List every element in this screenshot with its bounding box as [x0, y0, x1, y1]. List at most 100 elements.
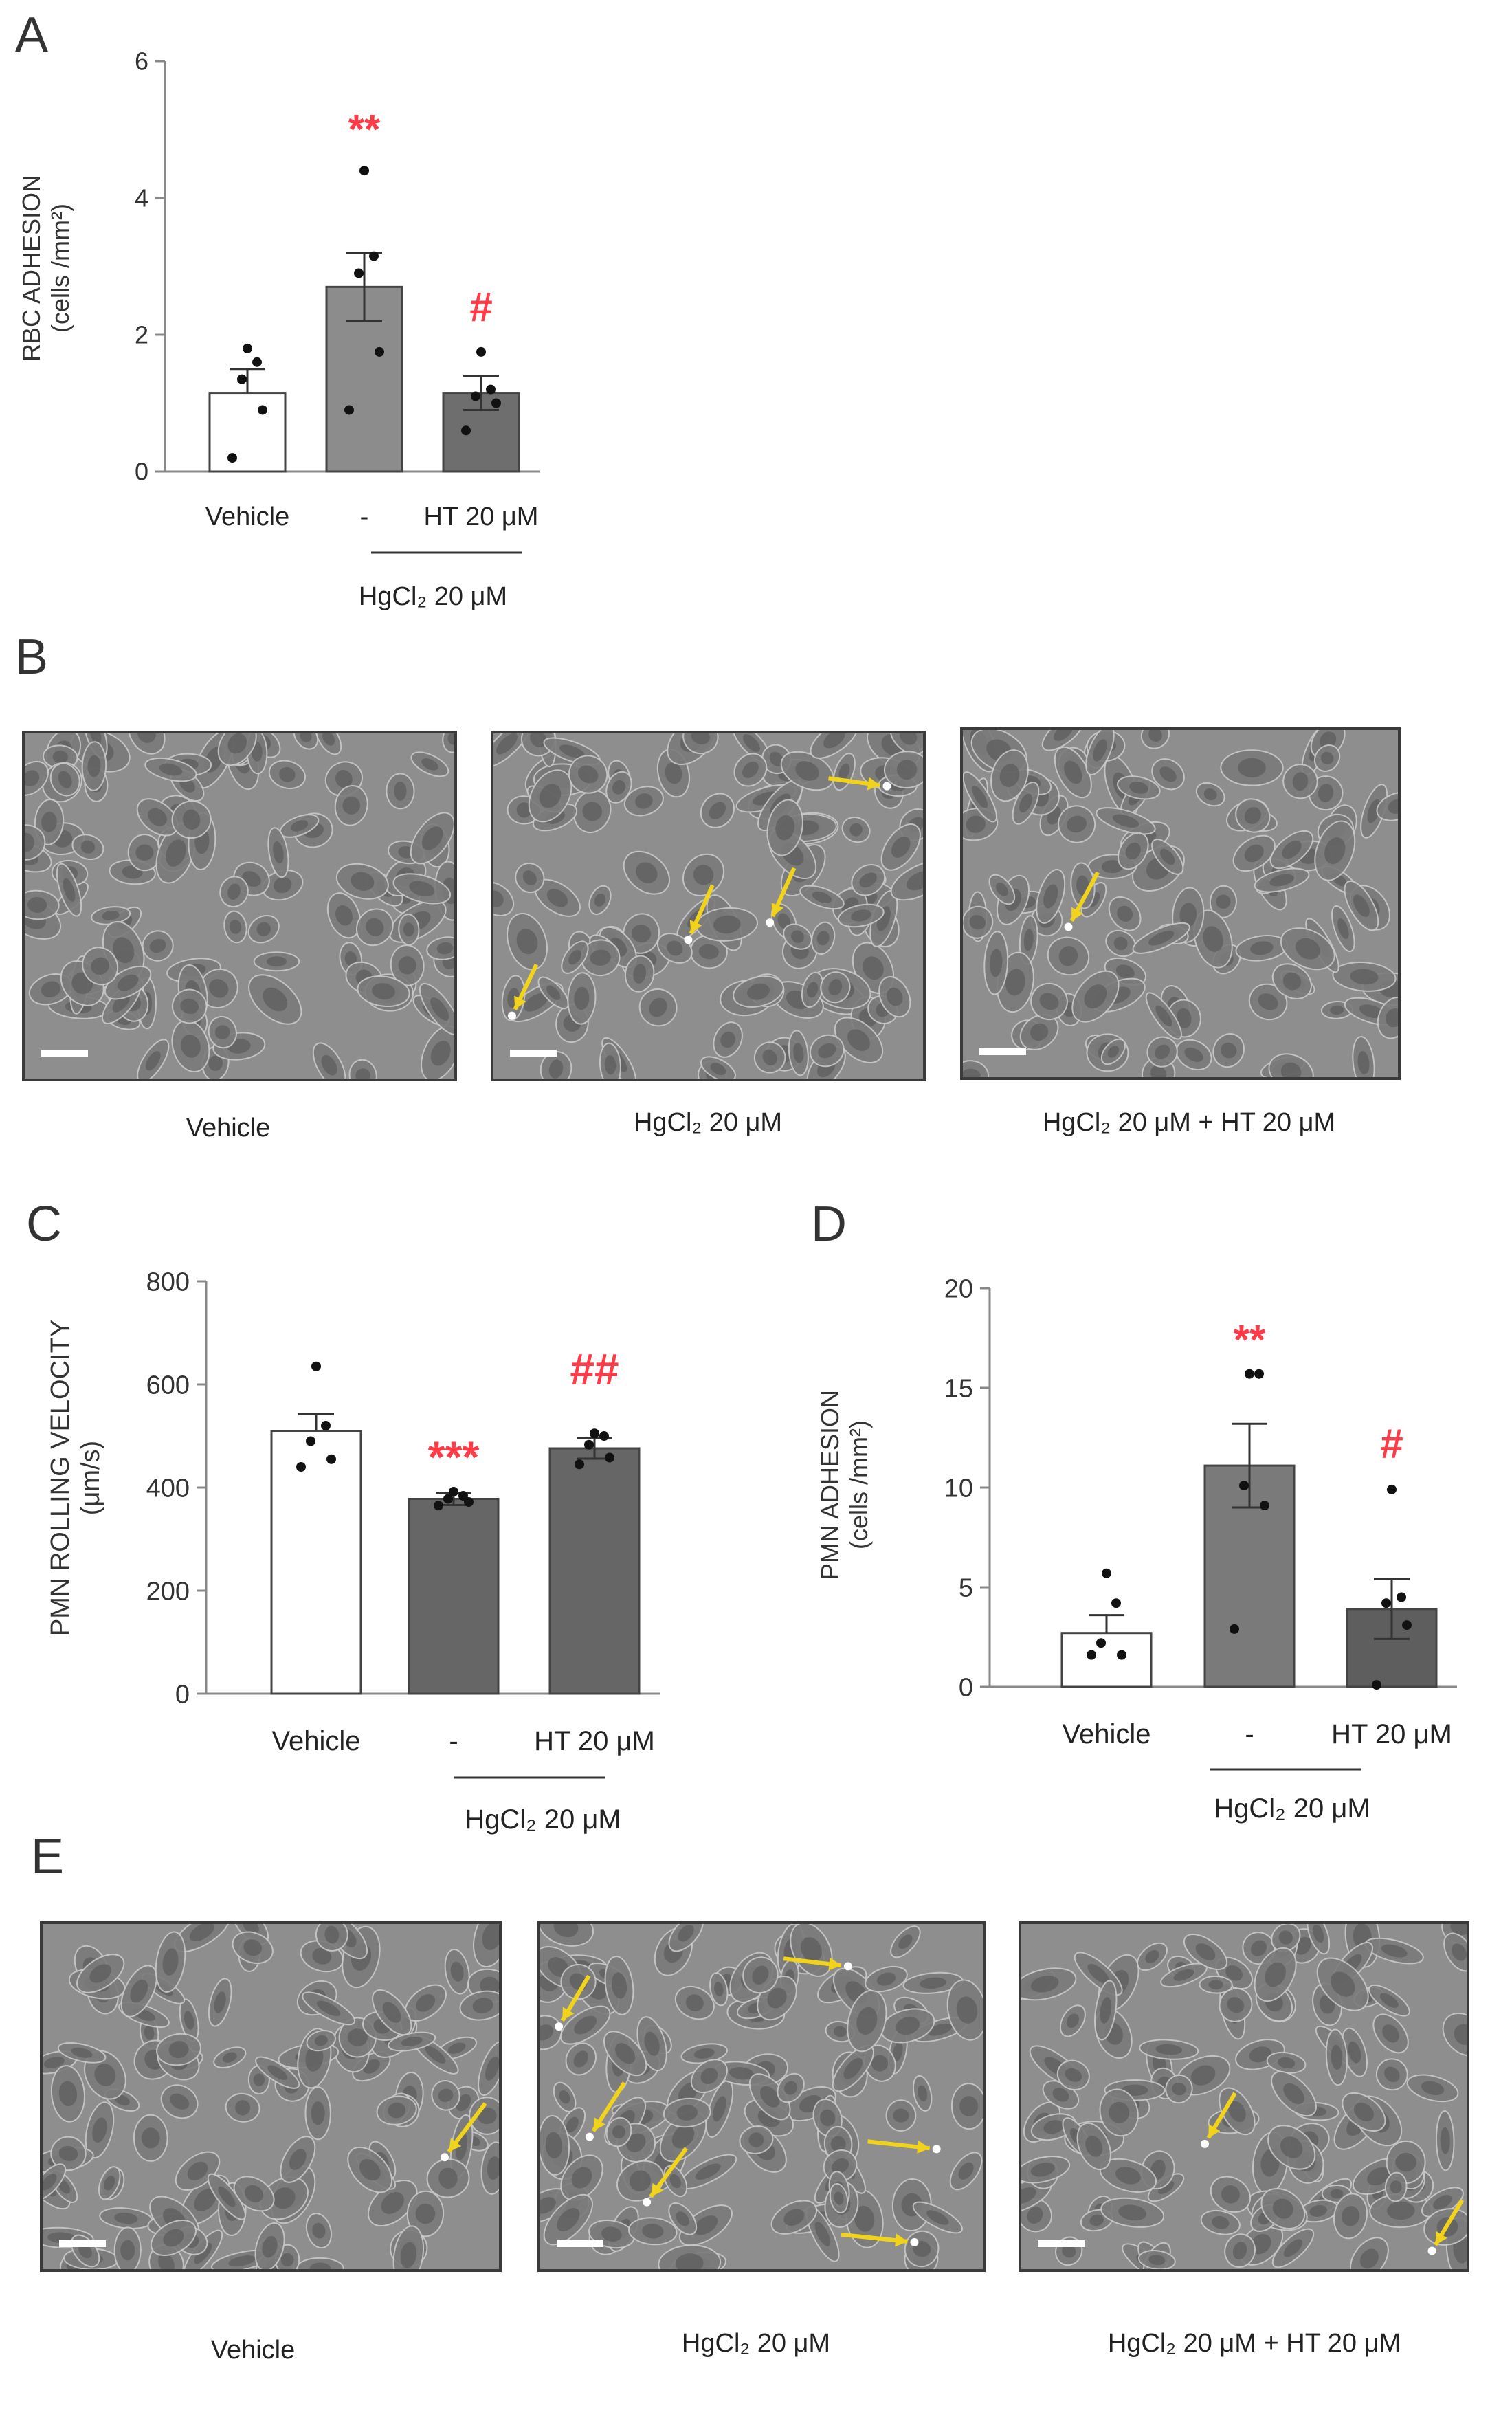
cell-nucleus — [1278, 1930, 1293, 1945]
cell-nucleus — [828, 979, 843, 996]
cell-nucleus — [1150, 1065, 1167, 1077]
bar-c-2 — [548, 1447, 641, 1695]
cell-nucleus — [130, 1979, 148, 2003]
data-point — [491, 398, 501, 408]
cell-nucleus — [41, 981, 60, 998]
cell-nucleus — [89, 1964, 111, 1983]
cell-nucleus — [182, 809, 201, 830]
data-point — [461, 425, 471, 436]
cell-nucleus — [516, 802, 532, 818]
cell-nucleus — [312, 2222, 326, 2239]
cell-nucleus — [321, 1054, 337, 1076]
cell-nucleus — [135, 844, 154, 861]
cell-nucleus — [1249, 2046, 1271, 2063]
cell-nucleus — [691, 733, 711, 744]
cell-nucleus — [834, 2191, 844, 2205]
cell-nucleus — [783, 2081, 798, 2095]
data-point — [1254, 1369, 1264, 1379]
cell-nucleus — [145, 1051, 161, 1071]
cell-nucleus — [312, 1947, 332, 1965]
cell-nucleus — [1159, 766, 1177, 782]
adherent-cell — [843, 1962, 852, 1971]
significance-marker: ** — [348, 106, 381, 152]
data-point — [354, 268, 364, 278]
micrograph-e-hgcl2-ht — [1019, 1921, 1469, 2272]
cell-nucleus — [833, 2026, 847, 2037]
y-tick-label: 5 — [959, 1573, 973, 1602]
scale-bar — [557, 2240, 603, 2247]
cell-nucleus — [760, 2086, 780, 2108]
cell-nucleus — [1157, 2180, 1175, 2194]
cell-nucleus — [1225, 1965, 1243, 1981]
y-axis-label: PMN ROLLING VELOCITY (μm/s) — [46, 1320, 105, 1636]
cell-nucleus — [381, 2192, 404, 2214]
cell-nucleus — [1382, 2024, 1399, 2043]
cell-nucleus — [335, 905, 353, 926]
adherent-cell — [882, 782, 891, 791]
cell-nucleus — [812, 891, 832, 903]
cell-nucleus — [1249, 941, 1274, 955]
cell-nucleus — [838, 763, 850, 780]
data-point — [1397, 1592, 1406, 1602]
x-tick-label: - — [1245, 1719, 1254, 1749]
cell-nucleus — [896, 2016, 920, 2035]
data-point — [584, 1439, 594, 1450]
cell-nucleus — [693, 865, 714, 885]
cell-nucleus — [351, 872, 375, 891]
cell-nucleus — [1387, 2201, 1415, 2220]
cell-nucleus — [180, 998, 199, 1015]
cell-nucleus — [1450, 1924, 1467, 1936]
cell-nucleus — [1109, 2101, 1130, 2123]
cell-nucleus — [214, 1025, 230, 1039]
cell-nucleus — [403, 922, 414, 937]
cell-nucleus — [611, 1972, 627, 1999]
cell-nucleus — [806, 982, 819, 998]
cell-nucleus — [273, 841, 284, 864]
cell-nucleus — [1282, 841, 1302, 859]
cell-nucleus — [720, 1031, 735, 1048]
cell-nucleus — [630, 2170, 652, 2191]
cell-nucleus — [1295, 938, 1320, 960]
data-point — [599, 1431, 609, 1441]
cell-nucleus — [887, 987, 903, 1006]
cell-nucleus — [1058, 946, 1078, 966]
cell-nucleus — [117, 974, 139, 991]
micrograph-b-hgcl2-ht — [960, 727, 1401, 1080]
cell-nucleus — [242, 1924, 259, 1935]
cell-nucleus — [245, 2185, 264, 2202]
cell-nucleus — [63, 878, 76, 902]
cell-nucleus — [422, 826, 443, 850]
cell-nucleus — [540, 2197, 556, 2214]
cell-nucleus — [849, 823, 863, 837]
cell-nucleus — [194, 2242, 212, 2264]
y-tick-label: 6 — [135, 47, 148, 76]
adherent-cell — [1064, 922, 1073, 931]
cell-nucleus — [545, 2132, 562, 2159]
cell-nucleus — [436, 942, 454, 955]
cell-nucleus — [1269, 874, 1294, 887]
cell-nucleus — [548, 1059, 564, 1079]
cell-nucleus — [1283, 2083, 1304, 2105]
cell-nucleus — [1386, 1008, 1398, 1028]
cell-nucleus — [1118, 2204, 1147, 2221]
cell-nucleus — [1195, 1943, 1216, 1960]
data-point — [227, 453, 237, 463]
adherent-cell — [1427, 2246, 1436, 2255]
cell-nucleus — [229, 920, 242, 934]
cell-nucleus — [676, 2253, 704, 2269]
cell-nucleus — [573, 2050, 588, 2068]
cell-nucleus — [793, 1043, 804, 1063]
arrow-head-icon — [917, 2140, 930, 2154]
cell-nucleus — [1085, 2136, 1103, 2157]
cell-nucleus — [89, 733, 102, 745]
cell-nucleus — [342, 796, 361, 815]
cell-nucleus — [267, 2065, 288, 2080]
cell-nucleus — [1030, 1976, 1059, 1993]
cell-nucleus — [394, 781, 407, 801]
cell-nucleus — [92, 2117, 107, 2143]
arrow-head-icon — [895, 2233, 908, 2247]
cell-nucleus — [1043, 884, 1058, 909]
cell-nucleus — [1283, 2239, 1303, 2257]
cell-nucleus — [416, 1993, 436, 2012]
cell-nucleus — [851, 909, 871, 922]
